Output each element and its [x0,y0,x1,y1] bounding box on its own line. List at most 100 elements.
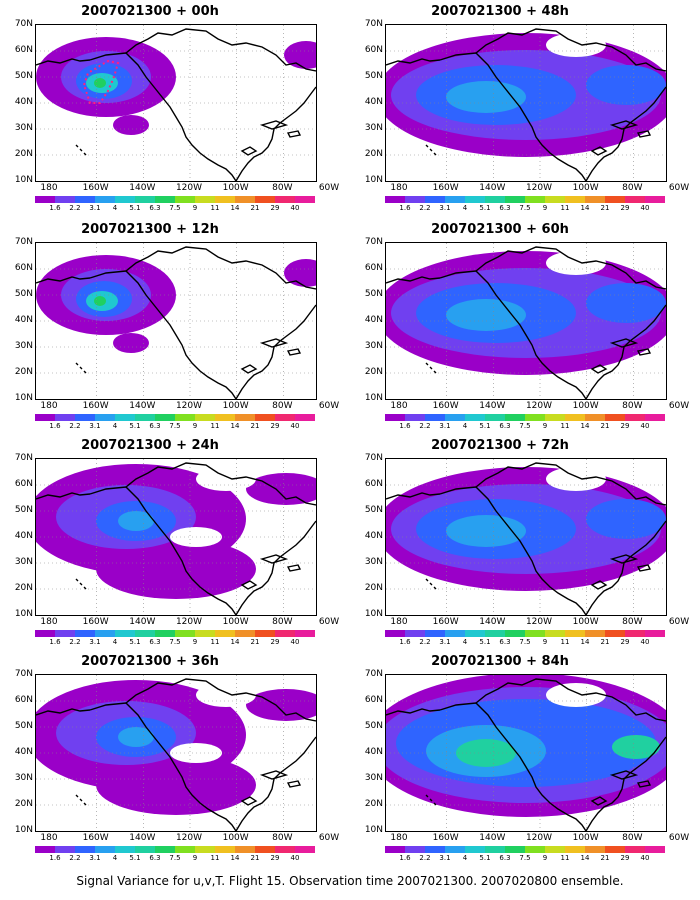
lat-label: 60N [14,263,33,273]
variance-contour [96,539,256,599]
coastline [36,462,316,506]
lat-label: 40N [14,97,33,107]
lon-label: 100W [222,833,249,843]
colorbar-label: 9 [192,204,198,212]
coastline [75,578,87,590]
lat-label: 20N [364,367,383,377]
colorbar-swatch [115,846,135,853]
colorbar-swatch [565,196,585,203]
lat-label: 10N [364,825,383,835]
lon-label: 120W [175,617,203,627]
lat-label: 60N [14,479,33,489]
colorbar [385,630,665,637]
colorbar-label: 7.5 [169,204,181,212]
colorbar-label: 29 [620,204,630,212]
lon-label: 80W [272,401,293,411]
colorbar-swatch [135,630,155,637]
colorbar-label: 40 [290,204,300,212]
colorbar-label: 11 [560,854,570,862]
lon-label: 80W [622,183,643,193]
lat-label: 20N [14,149,33,159]
colorbar-label: 7.5 [519,422,531,430]
colorbar-label: 9 [542,204,548,212]
colorbar [35,846,315,853]
lat-label: 60N [364,45,383,55]
map-svg [386,675,666,831]
variance-contour [446,81,526,113]
colorbar-swatch [465,630,485,637]
colorbar-swatch [625,630,645,637]
lat-label: 30N [14,773,33,783]
forecast-panel: 2007021300 + 12h 70N 60N 50N 40N 30N 20N 10N 180… [0,220,339,430]
colorbar-swatch [585,196,605,203]
colorbar-swatch [35,846,55,853]
colorbar-label: 11 [560,422,570,430]
colorbar-swatch [485,196,505,203]
coastline [425,362,437,374]
colorbar-label: 3.1 [89,638,101,646]
colorbar-label: 9 [192,638,198,646]
lon-label: 160W [82,617,109,627]
map-svg [36,243,316,399]
colorbar-swatch [255,414,275,421]
colorbar-swatch [255,630,275,637]
colorbar-swatch [115,414,135,421]
colorbar-swatch [385,196,405,203]
lat-label: 20N [364,583,383,593]
lon-label: 60W [668,617,690,627]
coastline [609,120,639,130]
colorbar-label: 2.2 [69,204,81,212]
lon-label: 60W [668,183,690,193]
colorbar-swatch [645,196,665,203]
colorbar-label: 4 [462,638,468,646]
colorbar-swatch [445,196,465,203]
colorbar-swatch [385,846,405,853]
variance-contour [546,251,606,275]
lon-label: 160W [432,833,459,843]
lon-label: 120W [525,183,553,193]
map-area [385,242,667,400]
colorbar-label: 29 [270,854,280,862]
lon-label: 180 [390,617,408,627]
colorbar-swatch [445,846,465,853]
colorbar-label: 1.6 [399,422,411,430]
colorbar-label: 40 [290,638,300,646]
colorbar-label: 5.1 [129,204,141,212]
panel-title: 2007021300 + 12h [81,222,219,237]
panel-title: 2007021300 + 48h [431,4,569,19]
colorbar-label: 4 [112,854,118,862]
coastline [609,338,639,348]
coastline [439,702,666,831]
lon-label: 140W [129,833,156,843]
lon-label: 140W [479,401,506,411]
lon-label: 180 [40,183,58,193]
coastline [609,554,639,564]
coastline [259,120,289,130]
colorbar-label: 7.5 [519,638,531,646]
lat-label: 50N [364,721,383,731]
lon-label: 80W [272,833,293,843]
map-svg [36,675,316,831]
colorbar-swatch [485,630,505,637]
colorbar-label: 40 [290,422,300,430]
lon-label: 180 [390,401,408,411]
variance-contour [446,299,526,331]
colorbar-swatch [405,414,425,421]
lat-label: 50N [14,505,33,515]
lon-label: 140W [129,401,156,411]
colorbar-swatch [235,630,255,637]
coastline [286,564,302,572]
colorbar-label: 6.3 [149,422,161,430]
coastline [425,578,437,590]
lat-label: 70N [364,669,383,679]
lon-label: 120W [175,183,203,193]
colorbar-swatch [625,414,645,421]
colorbar-label: 1.6 [49,638,61,646]
panel-title: 2007021300 + 84h [431,654,569,669]
panel-title: 2007021300 + 00h [81,4,219,19]
variance-contour [546,467,606,491]
coastline [439,270,666,399]
colorbar-label: 6.3 [149,204,161,212]
coastline [439,486,666,615]
coastline [386,246,666,290]
